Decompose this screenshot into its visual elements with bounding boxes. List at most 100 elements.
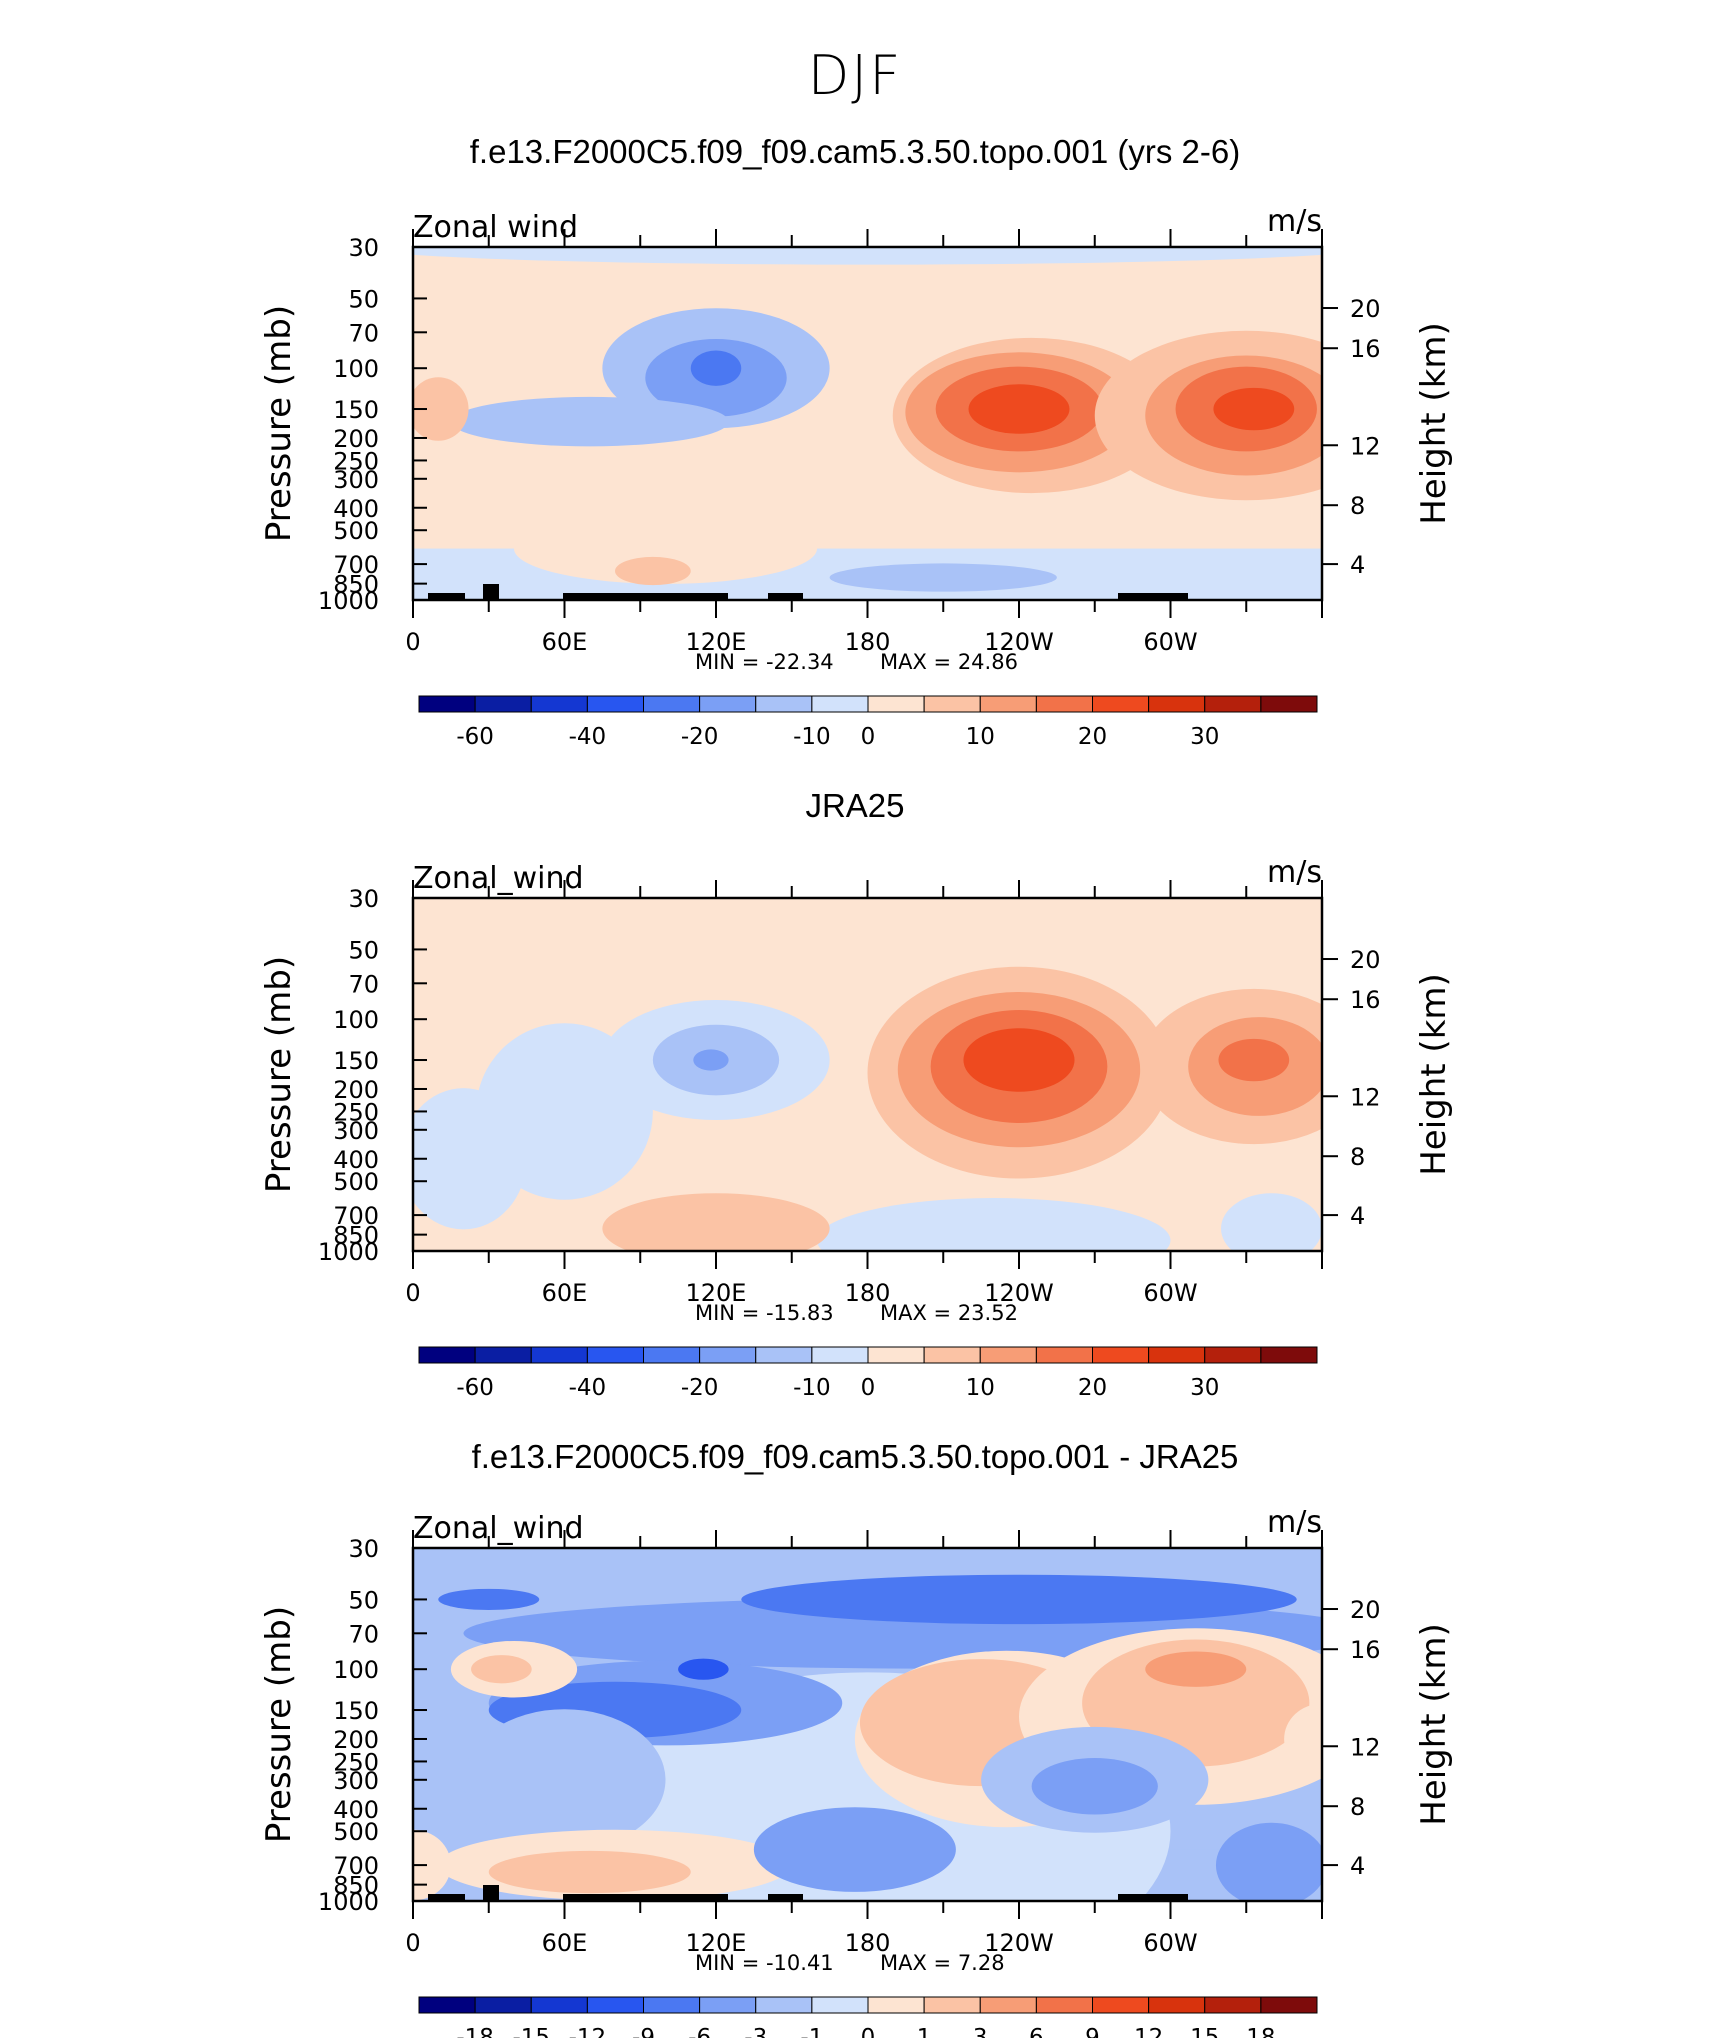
colorbar-label: 0 bbox=[861, 2025, 876, 2038]
colorbar-swatch bbox=[1260, 695, 1318, 713]
colorbar-swatch bbox=[1204, 695, 1262, 713]
pressure-tick-label: 850 bbox=[333, 1222, 379, 1250]
colorbar-swatch bbox=[418, 695, 476, 713]
lon-tick-label: 60W bbox=[1143, 1929, 1197, 1957]
colorbar-label: 0 bbox=[861, 724, 876, 750]
variable-label: Zonal_wind bbox=[413, 861, 584, 896]
colorbar-swatch bbox=[1260, 1996, 1318, 2014]
lon-tick-label: 120W bbox=[984, 1929, 1054, 1957]
colorbar-swatch bbox=[755, 1996, 813, 2014]
colorbar-swatch bbox=[1035, 695, 1093, 713]
height-tick-label: 12 bbox=[1350, 1083, 1381, 1111]
pressure-tick-label: 250 bbox=[333, 1098, 379, 1126]
lon-tick-label: 180 bbox=[845, 1929, 891, 1957]
colorbar-swatch bbox=[1148, 1346, 1206, 1364]
colorbar-swatch bbox=[1092, 1346, 1150, 1364]
colorbar-label: -12 bbox=[569, 2025, 607, 2038]
topography-bar bbox=[768, 1894, 803, 1901]
colorbar-label: 0 bbox=[861, 1375, 876, 1401]
panel-2-title: JRA25 bbox=[805, 787, 905, 824]
colorbar-label: -20 bbox=[681, 1375, 719, 1401]
height-tick-label: 20 bbox=[1350, 295, 1381, 323]
max-label: MAX = 24.86 bbox=[880, 650, 1018, 674]
colorbar-label: 6 bbox=[1029, 2025, 1044, 2038]
colorbar-label: 12 bbox=[1134, 2025, 1163, 2038]
min-label: MIN = -10.41 bbox=[695, 1951, 834, 1975]
lon-tick-label: 180 bbox=[845, 1279, 891, 1307]
contour-region bbox=[963, 1028, 1075, 1092]
lon-tick-label: 120E bbox=[686, 628, 747, 656]
pressure-tick-label: 150 bbox=[333, 1697, 379, 1725]
contour-region bbox=[413, 247, 1322, 265]
units-label: m/s bbox=[1267, 855, 1322, 890]
pressure-axis-title: Pressure (mb) bbox=[259, 1606, 299, 1843]
height-tick-label: 12 bbox=[1350, 1733, 1381, 1761]
colorbar-swatch bbox=[1148, 695, 1206, 713]
contour-region bbox=[413, 377, 469, 441]
pressure-axis-title: Pressure (mb) bbox=[259, 305, 299, 542]
figure-title: DJF bbox=[807, 44, 903, 107]
colorbar-swatch bbox=[1148, 1996, 1206, 2014]
contour-region bbox=[615, 556, 691, 586]
units-label: m/s bbox=[1267, 204, 1322, 239]
height-tick-label: 4 bbox=[1350, 551, 1365, 579]
colorbar-swatch bbox=[755, 695, 813, 713]
panel-2: Zonal_wind m/s305070100150200250300400500… bbox=[259, 855, 1454, 1401]
colorbar-swatch bbox=[811, 695, 869, 713]
pressure-tick-label: 150 bbox=[333, 396, 379, 424]
colorbar-label: -15 bbox=[512, 2025, 550, 2038]
min-label: MIN = -15.83 bbox=[695, 1301, 834, 1325]
colorbar-swatch bbox=[1092, 1996, 1150, 2014]
contour-region bbox=[1145, 1651, 1247, 1687]
colorbar-swatch bbox=[1035, 1996, 1093, 2014]
pressure-tick-label: 30 bbox=[348, 234, 379, 262]
max-label: MAX = 23.52 bbox=[880, 1301, 1018, 1325]
colorbar-swatch bbox=[530, 695, 588, 713]
variable-label: Zonal_wind bbox=[413, 1511, 584, 1546]
colorbar-label: -20 bbox=[681, 724, 719, 750]
pressure-tick-label: 70 bbox=[348, 1620, 379, 1648]
contour-region bbox=[693, 1049, 729, 1071]
pressure-tick-label: 500 bbox=[333, 1818, 379, 1846]
colorbar-label: 10 bbox=[966, 1375, 995, 1401]
contour-region bbox=[488, 1850, 691, 1894]
colorbar-label: 30 bbox=[1190, 724, 1219, 750]
height-tick-label: 8 bbox=[1350, 492, 1365, 520]
pressure-tick-label: 1000 bbox=[318, 587, 379, 615]
lon-tick-label: 0 bbox=[405, 1279, 420, 1307]
colorbar-swatch bbox=[474, 1996, 532, 2014]
colorbar-swatch bbox=[586, 1346, 644, 1364]
lon-tick-label: 180 bbox=[845, 628, 891, 656]
colorbar-label: -40 bbox=[569, 724, 607, 750]
colorbar-swatch bbox=[1092, 695, 1150, 713]
topography-bar bbox=[1118, 593, 1188, 600]
colorbar-swatch bbox=[699, 1346, 757, 1364]
panel-3-contours bbox=[413, 1548, 1322, 1901]
contour-region bbox=[968, 384, 1070, 434]
pressure-tick-label: 300 bbox=[333, 1767, 379, 1795]
lon-tick-label: 120W bbox=[984, 628, 1054, 656]
colorbar-label: -6 bbox=[688, 2025, 711, 2038]
variable-label: Zonal wind bbox=[413, 210, 578, 245]
colorbar-label: -40 bbox=[569, 1375, 607, 1401]
pressure-tick-label: 500 bbox=[333, 517, 379, 545]
height-tick-label: 16 bbox=[1350, 986, 1381, 1014]
height-tick-label: 20 bbox=[1350, 1596, 1381, 1624]
colorbar-label: 18 bbox=[1246, 2025, 1275, 2038]
colorbar-swatch bbox=[923, 695, 981, 713]
colorbar-swatch bbox=[979, 695, 1037, 713]
contour-region bbox=[817, 1198, 1171, 1251]
panel-1-title: f.e13.F2000C5.f09_f09.cam5.3.50.topo.001… bbox=[469, 133, 1241, 170]
colorbar-swatch bbox=[643, 1346, 701, 1364]
colorbar-swatch bbox=[755, 1346, 813, 1364]
height-tick-label: 12 bbox=[1350, 432, 1381, 460]
contour-region bbox=[741, 1574, 1297, 1625]
contour-region bbox=[1215, 1822, 1322, 1901]
panel-3: Zonal_wind m/s305070100150200250300400500… bbox=[259, 1505, 1454, 2038]
pressure-tick-label: 30 bbox=[348, 885, 379, 913]
height-tick-label: 4 bbox=[1350, 1202, 1365, 1230]
panel-1: Zonal wind m/s305070100150200250300400500… bbox=[259, 204, 1454, 750]
colorbar-label: 9 bbox=[1085, 2025, 1100, 2038]
lon-tick-label: 60E bbox=[542, 1279, 588, 1307]
colorbar-swatch bbox=[811, 1996, 869, 2014]
